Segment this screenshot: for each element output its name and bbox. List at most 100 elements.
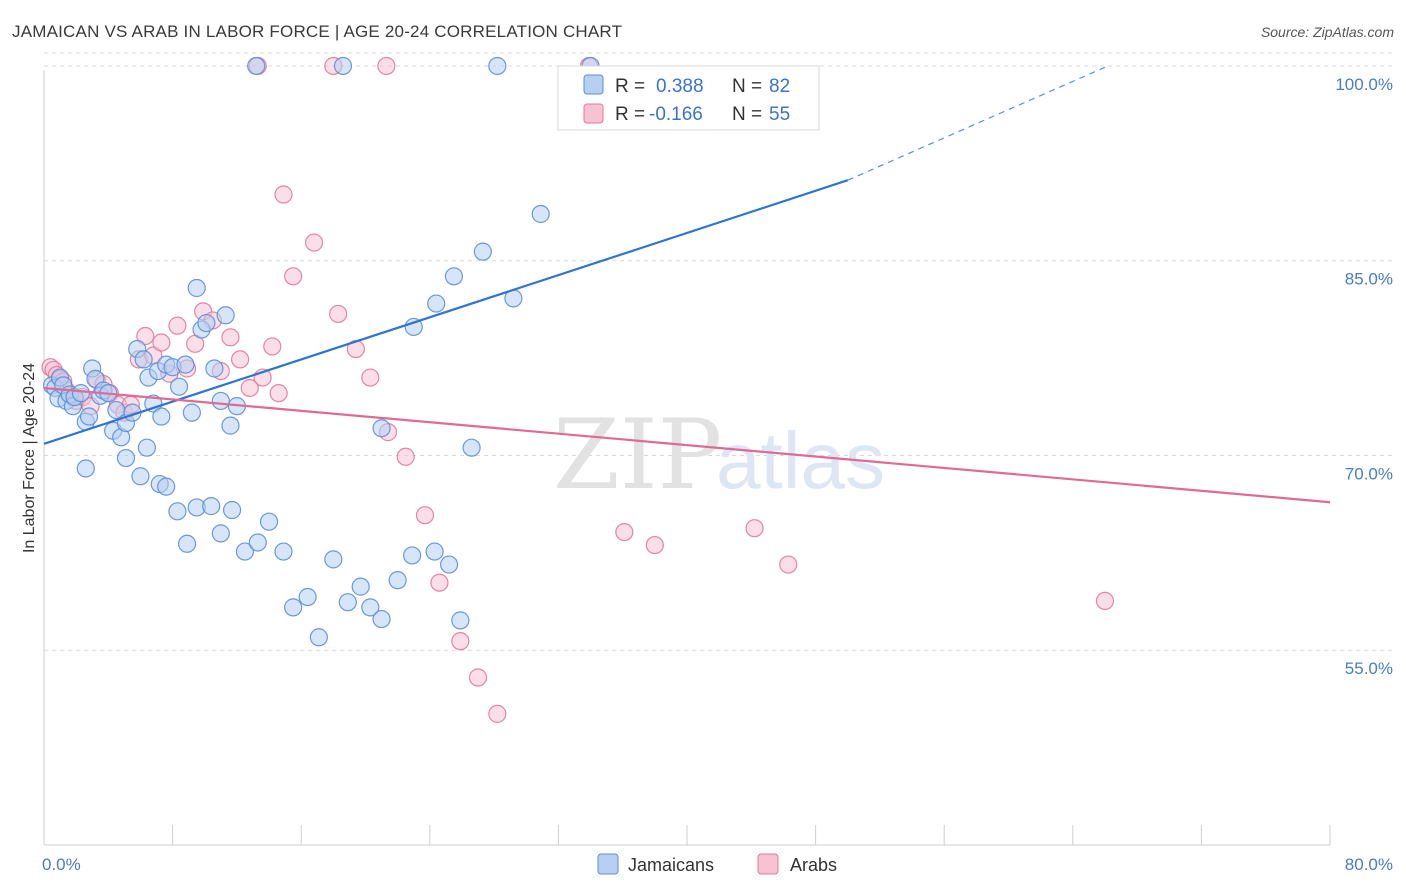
- data-point: [425, 542, 444, 561]
- watermark: ZIP atlas: [553, 399, 885, 511]
- arabs-series: [41, 56, 1115, 723]
- data-point: [779, 555, 798, 574]
- data-point: [377, 56, 396, 76]
- data-point: [197, 313, 216, 333]
- data-point: [235, 542, 255, 561]
- data-point: [462, 438, 481, 457]
- data-point: [304, 233, 324, 252]
- data-point: [298, 587, 317, 607]
- data-point: [137, 438, 156, 457]
- data-point: [177, 534, 197, 553]
- chart-title: JAMAICAN VS ARAB IN LABOR FORCE | AGE 20…: [12, 22, 623, 41]
- data-point: [216, 306, 235, 325]
- data-point: [451, 632, 470, 651]
- grid-lines: [44, 52, 1394, 651]
- data-point: [134, 350, 153, 369]
- data-point: [396, 447, 415, 466]
- data-point: [247, 56, 266, 76]
- data-point: [202, 497, 221, 516]
- data-point: [182, 403, 201, 422]
- legend-arabs-n-value: 55: [769, 104, 790, 125]
- y-tick-label: 55.0%: [1345, 659, 1393, 678]
- data-point: [248, 533, 267, 552]
- data-point: [324, 550, 343, 569]
- arabs-trend-line: [43, 386, 1331, 504]
- data-point: [372, 419, 391, 438]
- jamaicans-series: [42, 56, 600, 647]
- data-point: [157, 477, 176, 496]
- data-point: [351, 577, 370, 596]
- data-point: [205, 359, 224, 378]
- series-legend-arabs: Arabs: [790, 855, 837, 875]
- legend-jamaicans-n-value: 82: [769, 76, 790, 97]
- data-point: [361, 598, 380, 617]
- data-point: [152, 407, 171, 426]
- data-point: [615, 522, 634, 542]
- data-point: [211, 391, 230, 411]
- data-point: [1095, 591, 1115, 611]
- jamaicans-trend-extension: [847, 66, 1106, 181]
- data-point: [488, 704, 507, 723]
- data-point: [284, 267, 303, 286]
- series-legend: Jamaicans Arabs: [597, 853, 837, 875]
- data-point: [427, 294, 446, 313]
- watermark-zip: ZIP: [553, 399, 722, 511]
- data-point: [152, 333, 171, 352]
- data-point: [333, 56, 353, 76]
- x-tick-label: 80.0%: [1345, 855, 1393, 874]
- data-point: [144, 394, 163, 413]
- data-point: [222, 500, 242, 520]
- x-tick-labels: 0.0% 80.0%: [42, 855, 1393, 874]
- data-point: [415, 506, 435, 525]
- legend-jamaicans-r-label: R =: [615, 76, 645, 97]
- series-legend-swatch-arabs: [757, 853, 779, 875]
- correlation-legend: R = 0.388 N = 82 R = -0.166 N = 55: [557, 65, 820, 131]
- data-point: [439, 555, 459, 574]
- y-tick-label: 70.0%: [1345, 464, 1393, 483]
- data-point: [263, 337, 282, 356]
- trend-lines: [43, 66, 1331, 504]
- y-tick-label: 85.0%: [1345, 270, 1393, 289]
- series-legend-swatch-jamaicans: [597, 853, 619, 875]
- y-tick-labels: 55.0% 70.0% 85.0% 100.0%: [1335, 75, 1393, 678]
- data-point: [338, 593, 357, 612]
- data-point: [76, 459, 95, 478]
- legend-swatch-jamaicans: [583, 74, 604, 95]
- data-point: [231, 350, 250, 369]
- data-point: [168, 502, 187, 521]
- data-point: [361, 368, 380, 387]
- data-point: [136, 326, 155, 346]
- data-point: [404, 317, 423, 337]
- legend-arabs-r-label: R =: [615, 104, 645, 125]
- data-point: [468, 668, 488, 687]
- y-tick-label: 100.0%: [1335, 75, 1393, 94]
- data-point: [745, 519, 764, 538]
- data-point: [531, 204, 550, 224]
- data-point: [274, 185, 293, 204]
- data-point: [187, 278, 206, 298]
- series-legend-jamaicans: Jamaicans: [628, 855, 714, 875]
- source-credit: Source: ZipAtlas.com: [1260, 24, 1394, 40]
- data-point: [645, 535, 664, 555]
- data-point: [284, 598, 303, 617]
- legend-swatch-arabs: [583, 103, 604, 124]
- data-point: [488, 56, 507, 76]
- data-point: [403, 546, 422, 565]
- data-point: [71, 384, 91, 403]
- data-point: [372, 609, 391, 629]
- data-point: [221, 328, 240, 347]
- data-point: [329, 304, 348, 324]
- legend-arabs-n-label: N =: [732, 104, 762, 125]
- data-point: [259, 512, 279, 531]
- data-point: [274, 542, 293, 561]
- data-point: [444, 267, 464, 286]
- data-point: [211, 524, 230, 543]
- data-point: [269, 384, 288, 403]
- data-point: [430, 573, 449, 592]
- legend-jamaicans-n-label: N =: [732, 76, 762, 97]
- data-point: [169, 377, 189, 396]
- data-point: [221, 416, 240, 435]
- legend-jamaicans-r-value: 0.388: [656, 76, 704, 97]
- data-point: [309, 628, 328, 647]
